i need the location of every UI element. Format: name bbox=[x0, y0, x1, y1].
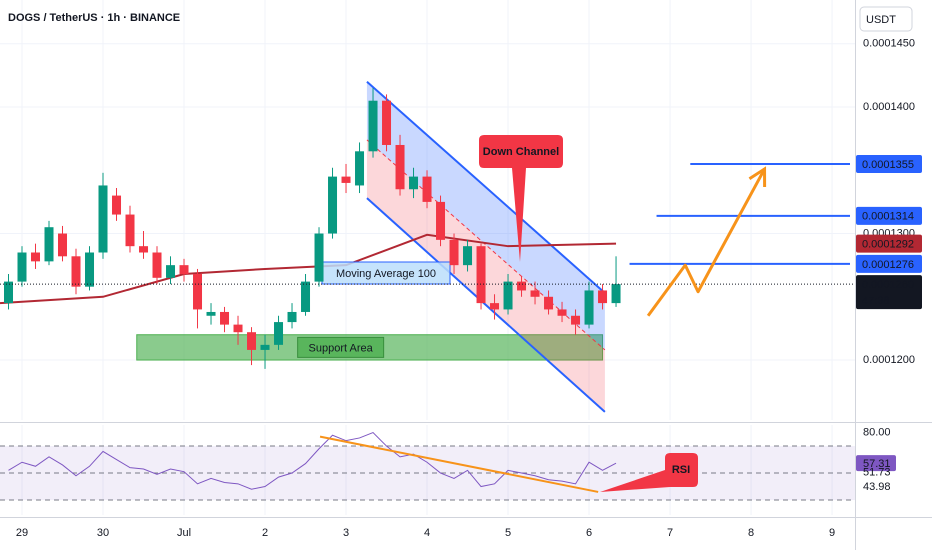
chart-title: DOGS / TetherUS · 1h · BINANCE bbox=[8, 12, 180, 24]
x-tick-label: 3 bbox=[343, 527, 349, 539]
x-tick-label: Jul bbox=[177, 527, 191, 539]
x-tick-label: 9 bbox=[829, 527, 835, 539]
level-badge-box bbox=[856, 206, 922, 225]
level-badge: 0.0001314 bbox=[862, 211, 914, 223]
candle-body bbox=[139, 246, 149, 253]
rsi-trendline bbox=[319, 435, 599, 493]
candle-body bbox=[247, 332, 257, 350]
currency-label: USDT bbox=[866, 14, 896, 26]
candle-body bbox=[166, 265, 176, 278]
x-tick-label: 7 bbox=[667, 527, 673, 539]
candle-body bbox=[233, 324, 243, 333]
candle-body bbox=[436, 201, 446, 240]
candle-body bbox=[503, 281, 513, 310]
candle-body bbox=[125, 214, 135, 247]
level-badge-box bbox=[856, 154, 922, 173]
candle-body bbox=[274, 322, 284, 345]
channel-mid bbox=[366, 139, 606, 351]
candle-body bbox=[611, 284, 621, 304]
rsi-tick-label: 80.00 bbox=[863, 426, 891, 438]
candle-body bbox=[463, 246, 473, 266]
channel-upper bbox=[366, 80, 606, 294]
candle-body bbox=[584, 290, 594, 325]
candle-body bbox=[152, 252, 162, 278]
candle-body bbox=[395, 144, 405, 190]
candle-body bbox=[220, 311, 230, 325]
candle-body bbox=[476, 246, 486, 304]
last-price-box bbox=[856, 275, 922, 310]
candle-body bbox=[44, 227, 54, 262]
x-tick-label: 4 bbox=[424, 527, 430, 539]
rsi-callout-label: RSI bbox=[672, 464, 690, 476]
candle-body bbox=[314, 233, 324, 282]
candle-body bbox=[355, 151, 365, 186]
candle-body bbox=[71, 256, 81, 287]
projection-path bbox=[646, 168, 766, 317]
candle-body bbox=[449, 239, 459, 266]
ma-label: Moving Average 100 bbox=[336, 268, 436, 280]
channel-fill-lower bbox=[366, 139, 605, 412]
candle-body bbox=[530, 290, 540, 297]
y-tick-label: 0.0001450 bbox=[863, 38, 915, 50]
ma-badge-box bbox=[856, 234, 922, 253]
x-tick-label: 6 bbox=[586, 527, 592, 539]
level-badge: 0.0001355 bbox=[862, 159, 914, 171]
moving-average bbox=[0, 233, 617, 305]
level-badge: 0.0001276 bbox=[862, 259, 914, 271]
candle-body bbox=[206, 311, 216, 316]
support-label-box bbox=[297, 336, 385, 358]
y-tick-label: 0.0001200 bbox=[863, 354, 915, 366]
candle-body bbox=[557, 309, 567, 316]
channel-lower bbox=[366, 197, 606, 413]
currency-box bbox=[859, 6, 913, 32]
candle-body bbox=[382, 100, 392, 145]
candle-body bbox=[517, 281, 527, 291]
candle-body bbox=[98, 185, 108, 253]
candle-body bbox=[260, 344, 270, 350]
candle-body bbox=[112, 195, 122, 215]
candle-body bbox=[328, 176, 338, 234]
candle-body bbox=[301, 281, 311, 312]
countdown: 47:38 bbox=[862, 295, 890, 307]
candle-body bbox=[368, 100, 378, 152]
x-tick-label: 5 bbox=[505, 527, 511, 539]
candle-body bbox=[409, 176, 419, 190]
last-price-badge: 0.0001260 bbox=[862, 279, 914, 291]
level-badge-box bbox=[856, 254, 922, 273]
candle-body bbox=[4, 281, 14, 304]
candle-body bbox=[422, 176, 432, 202]
y-tick-label: 0.0001400 bbox=[863, 101, 915, 113]
x-tick-label: 30 bbox=[97, 527, 109, 539]
candle-body bbox=[571, 315, 581, 325]
candle-body bbox=[179, 265, 189, 275]
rsi-last-box bbox=[856, 455, 896, 472]
callout bbox=[479, 135, 563, 262]
x-tick-label: 2 bbox=[262, 527, 268, 539]
candle-body bbox=[598, 290, 608, 304]
candle-body bbox=[58, 233, 68, 257]
x-tick-label: 29 bbox=[16, 527, 28, 539]
candle-body bbox=[287, 311, 297, 323]
candle-body bbox=[490, 303, 500, 310]
candle-body bbox=[31, 252, 41, 262]
x-tick-label: 8 bbox=[748, 527, 754, 539]
candle-body bbox=[193, 274, 203, 310]
candle-body bbox=[544, 296, 554, 310]
rsi-callout bbox=[600, 453, 698, 492]
ma-badge: 0.0001292 bbox=[862, 239, 914, 251]
channel-fill-upper bbox=[366, 81, 605, 350]
support-label: Support Area bbox=[309, 342, 374, 354]
callout-label: Down Channel bbox=[483, 146, 559, 158]
projection-arrowhead bbox=[748, 166, 767, 188]
candle-body bbox=[341, 176, 351, 183]
rsi-line bbox=[8, 431, 617, 490]
rsi-level-label: 43.98 bbox=[863, 481, 891, 493]
rsi-level-label: 51.73 bbox=[863, 467, 891, 479]
candle-body bbox=[85, 252, 95, 287]
candle-body bbox=[17, 252, 27, 282]
rsi-last-badge: 57.31 bbox=[863, 458, 891, 470]
